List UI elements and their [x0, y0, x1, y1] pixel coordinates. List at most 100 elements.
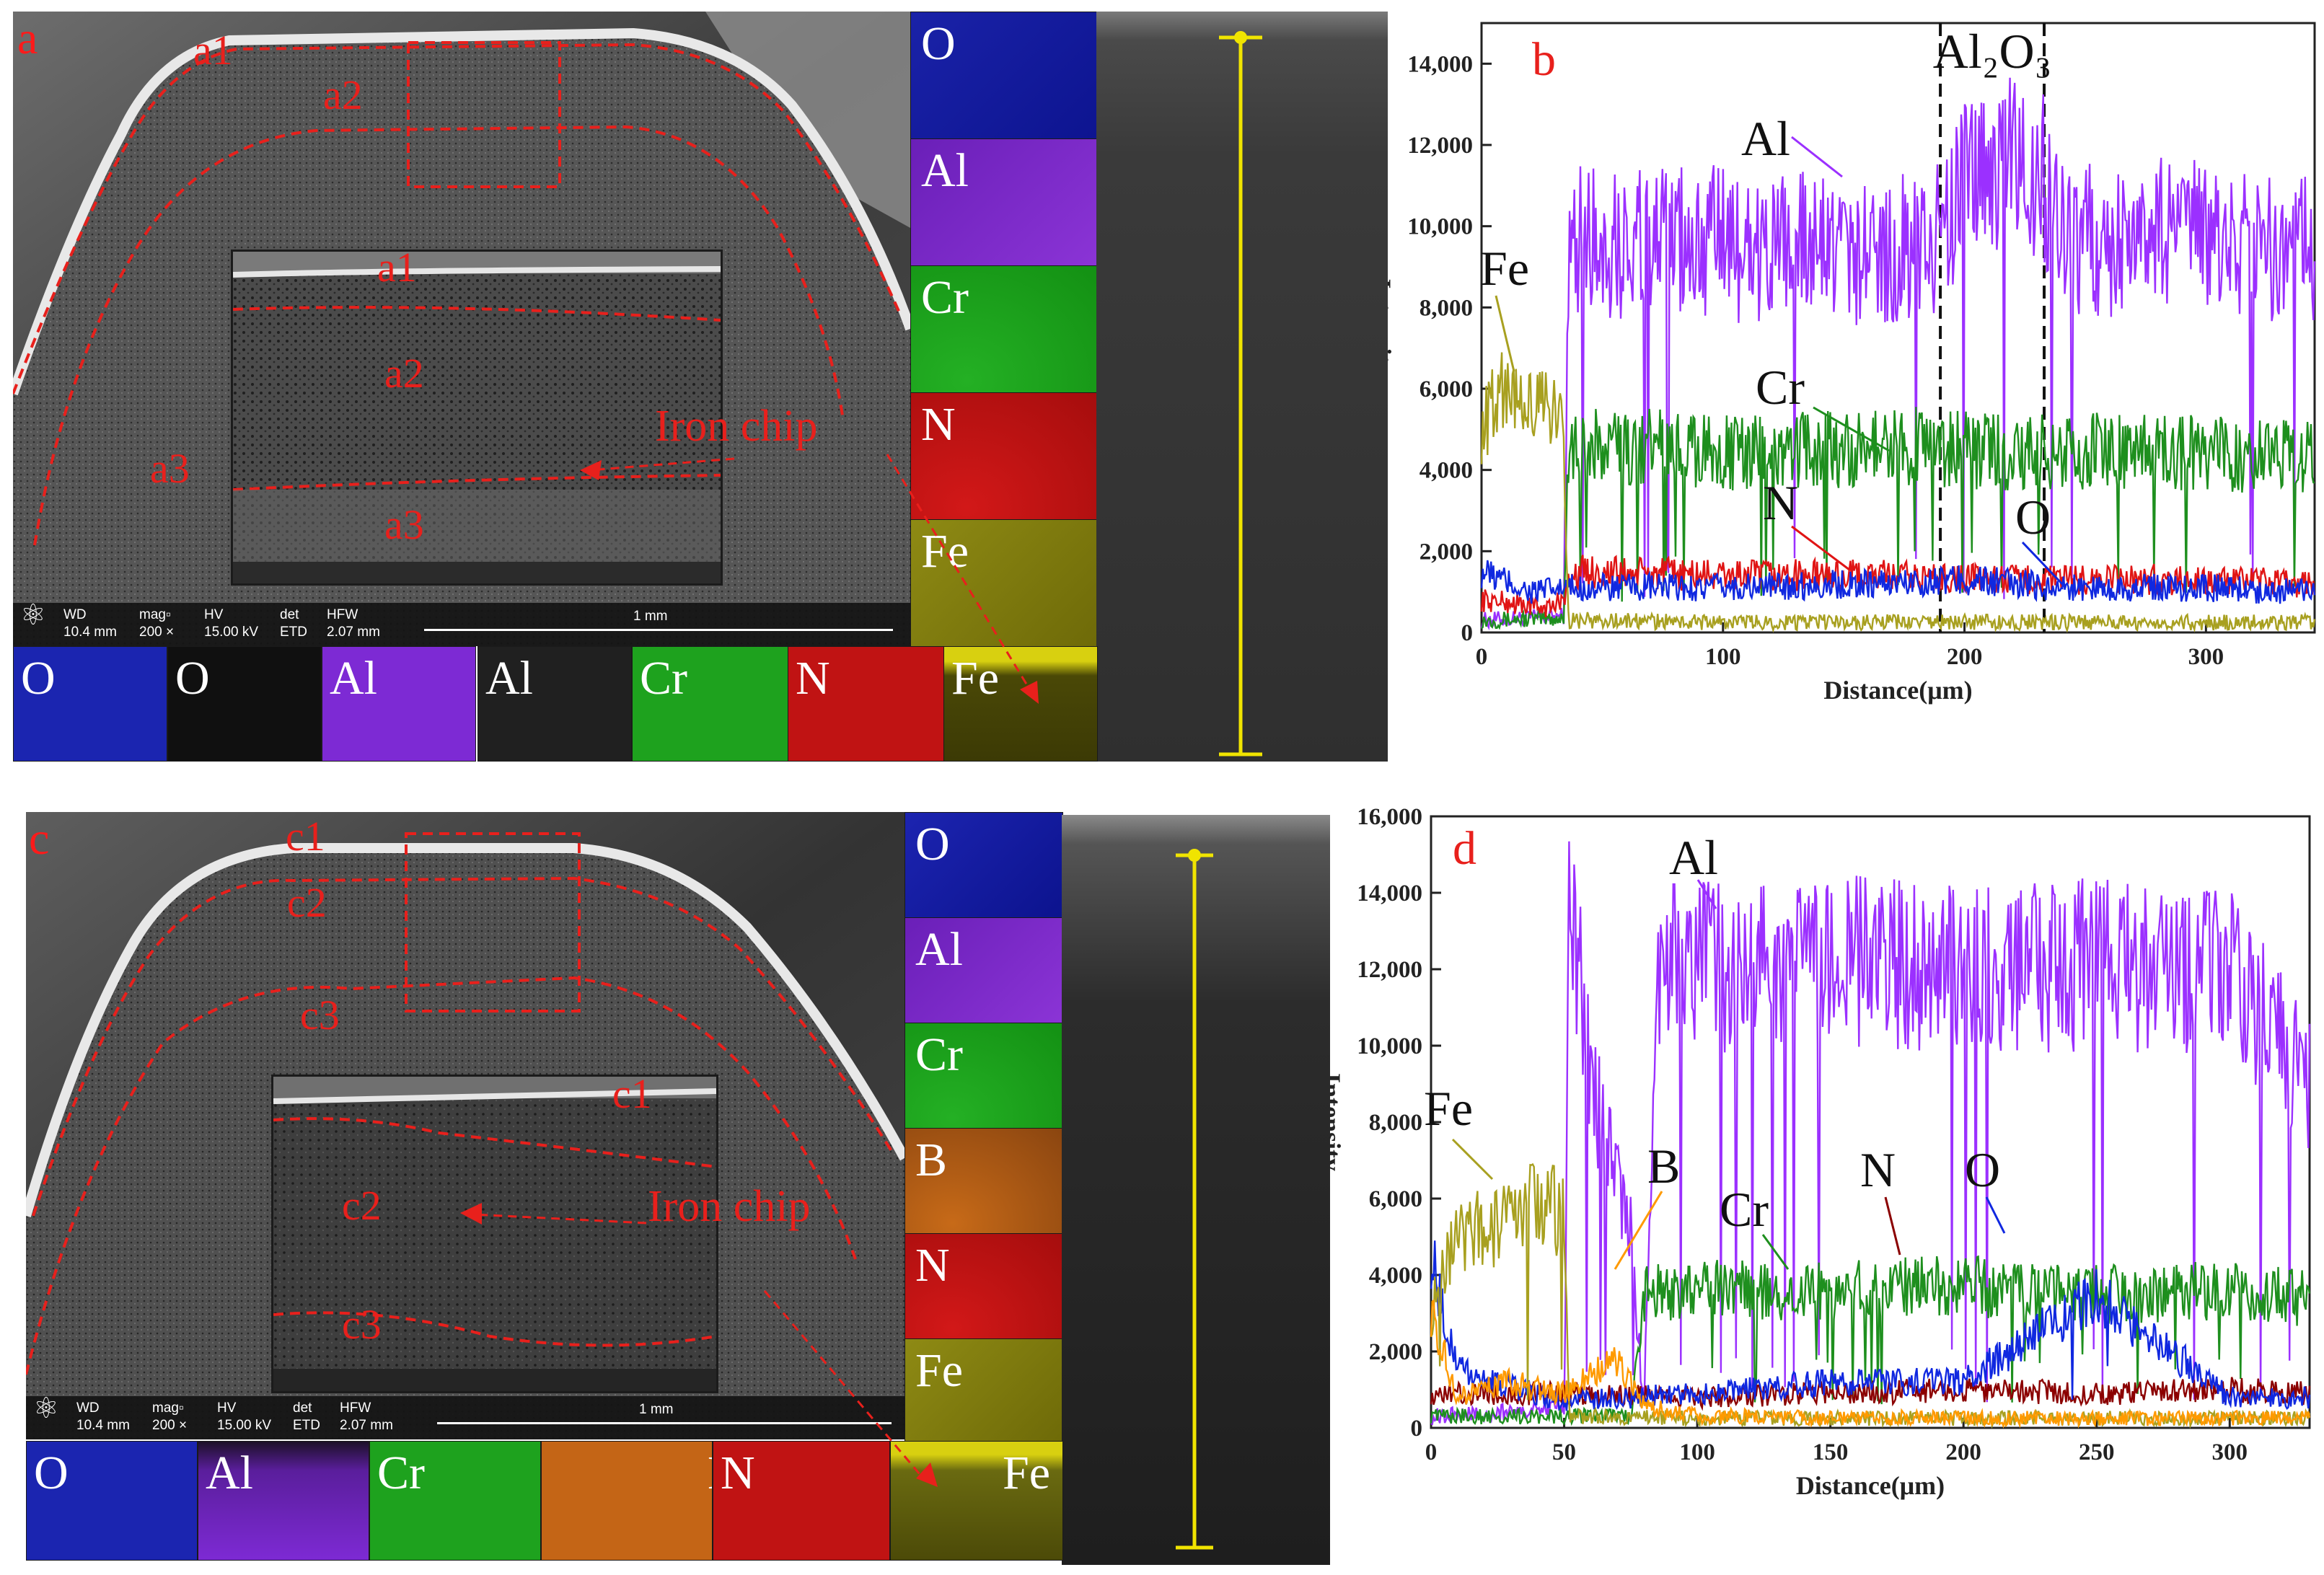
wd-value: 10.4 mm: [76, 1418, 130, 1433]
y-tick-label: 10,000: [1357, 1033, 1422, 1059]
panel-c-linescan-image: [1062, 815, 1330, 1565]
series-line-Al: [1480, 77, 2316, 631]
det-key: det: [293, 1400, 312, 1416]
y-tick-label: 4,000: [1420, 458, 1473, 484]
chart-b: 0 2,000 4,000 6,000 8,000 10,000 12,000 14,000 0…: [1388, 0, 2324, 764]
scale-bar-label: 1 mm: [639, 1402, 674, 1417]
strip-c-O: O: [26, 1441, 198, 1561]
series-line-O: [1480, 560, 2316, 604]
scale-bar-label: 1 mm: [633, 609, 668, 624]
map-c-Al: Al: [904, 917, 1063, 1024]
series-line-O: [1430, 1240, 2311, 1411]
region-c2-label: c2: [287, 879, 327, 926]
panel-letter-d: d: [1453, 822, 1476, 875]
wd-value: 10.4 mm: [63, 625, 117, 640]
scale-bar-line: [424, 629, 893, 631]
series-label-O: O: [2015, 490, 2051, 544]
y-tick-label: 8,000: [1369, 1110, 1422, 1136]
region-a3-label: a3: [150, 445, 190, 492]
y-tick-label: 6,000: [1420, 376, 1473, 402]
series-leader-Al: [1696, 879, 1717, 909]
series-leader-B: [1614, 1191, 1663, 1270]
strip-a-Fe: Fe: [943, 646, 1098, 762]
inset-a2-label: a2: [384, 350, 424, 397]
panel-a-linescan-image: [1096, 12, 1388, 762]
map-c-N: N: [904, 1233, 1063, 1340]
det-key: det: [280, 607, 299, 622]
y-tick-label: 12,000: [1407, 133, 1473, 159]
mag-key: mag▫: [139, 607, 171, 622]
series-leader-O: [1985, 1196, 2006, 1234]
strip-a-O-gray: O: [167, 646, 322, 762]
chart-b-svg: 0 2,000 4,000 6,000 8,000 10,000 12,000 14,000 0…: [1388, 22, 2316, 705]
iron-chip-arrow-a-strip: [886, 454, 1039, 704]
region-a2-label: a2: [323, 71, 363, 118]
series-label-Fe: Fe: [1480, 241, 1529, 296]
panel-letter-b: b: [1532, 33, 1556, 86]
panel-a-sem-image: a a1 a2 a3 a1 a2 a3 Iron chip ⚛ WD: [13, 12, 910, 646]
x-tick-label: 200: [1945, 1439, 1981, 1465]
x-tick-label: 100: [1705, 644, 1741, 670]
series-label-B: B: [1647, 1139, 1680, 1194]
y-tick-label: 4,000: [1369, 1263, 1422, 1289]
inset-a1-label: a1: [377, 250, 417, 291]
strip-a-N: N: [788, 646, 945, 762]
x-tick-label: 0: [1476, 644, 1488, 670]
x-tick-label: 0: [1425, 1439, 1438, 1465]
region-label-al2o3: Al₂O₃: [1933, 24, 2052, 79]
x-tick-label: 50: [1552, 1439, 1576, 1465]
panel-c-linescan-drawing: [1176, 849, 1213, 1550]
region-c1-label: c1: [286, 813, 325, 860]
hv-value: 15.00 kV: [204, 625, 258, 640]
panel-c-inset: c1 c2 c3: [271, 1075, 718, 1393]
det-value: ETD: [293, 1418, 320, 1433]
series-leader-N: [1884, 1196, 1901, 1256]
map-c-B: B: [904, 1128, 1063, 1235]
y-tick-label: 10,000: [1407, 214, 1473, 240]
map-c-Fe: Fe: [904, 1338, 1063, 1442]
y-tick-label: 14,000: [1357, 881, 1422, 906]
inset-c2-label: c2: [342, 1182, 382, 1229]
inset-c3-label: c3: [342, 1301, 382, 1348]
chart-d-svg: 0 2,000 4,000 6,000 8,000 10,000 12,000 14,000 1…: [1330, 804, 2311, 1500]
y-tick-label: 12,000: [1357, 957, 1422, 983]
hfw-key: HFW: [340, 1400, 371, 1416]
series-leader-Al: [1791, 136, 1843, 178]
scale-bar-line: [437, 1422, 892, 1424]
y-tick-label: 2,000: [1420, 539, 1473, 565]
series-label-Fe: Fe: [1424, 1081, 1473, 1136]
strip-c-Fe: Fe: [890, 1441, 1063, 1561]
panel-c-scalebar: ⚛ WD 10.4 mm mag▫ 200 × HV 15.00 kV det …: [26, 1394, 904, 1439]
series-label-N: N: [1860, 1142, 1896, 1197]
mag-value: 200 ×: [152, 1418, 188, 1433]
y-tick-label: 14,000: [1407, 51, 1473, 77]
map-c-Cr: Cr: [904, 1023, 1063, 1129]
x-tick-label: 100: [1679, 1439, 1715, 1465]
panel-c-letter: c: [29, 813, 50, 864]
strip-a-Al-gray: Al: [477, 646, 632, 762]
y-tick-label: 0: [1461, 620, 1474, 646]
y-axis-title: Intensity: [1330, 1073, 1346, 1171]
panel-a-linescan-drawing: [1219, 31, 1262, 756]
series-label-Cr: Cr: [1756, 360, 1805, 415]
strip-a-O: O: [13, 646, 167, 762]
chart-d: 0 2,000 4,000 6,000 8,000 10,000 12,000 14,000 1…: [1330, 793, 2324, 1575]
iron-chip-label-c: Iron chip: [648, 1182, 811, 1231]
iron-chip-label-a: Iron chip: [655, 402, 818, 451]
series-leader-Cr: [1813, 406, 1890, 452]
hv-value: 15.00 kV: [217, 1418, 271, 1433]
hfw-key: HFW: [327, 607, 358, 622]
y-tick-label: 6,000: [1369, 1186, 1422, 1212]
hfw-value: 2.07 mm: [327, 625, 380, 640]
wd-key: WD: [63, 607, 87, 622]
series-leader-Fe: [1451, 1138, 1494, 1181]
inset-c1-label: c1: [612, 1075, 652, 1117]
panel-a-inset: a1 a2 a3: [231, 250, 723, 586]
strip-c-N: N: [713, 1441, 890, 1561]
strip-a-Cr: Cr: [632, 646, 789, 762]
hv-key: HV: [217, 1400, 237, 1416]
strip-c-B: B: [541, 1441, 713, 1561]
y-tick-label: 16,000: [1357, 804, 1422, 830]
series-label-O: O: [1965, 1142, 2000, 1197]
region-a1-label: a1: [193, 27, 233, 74]
